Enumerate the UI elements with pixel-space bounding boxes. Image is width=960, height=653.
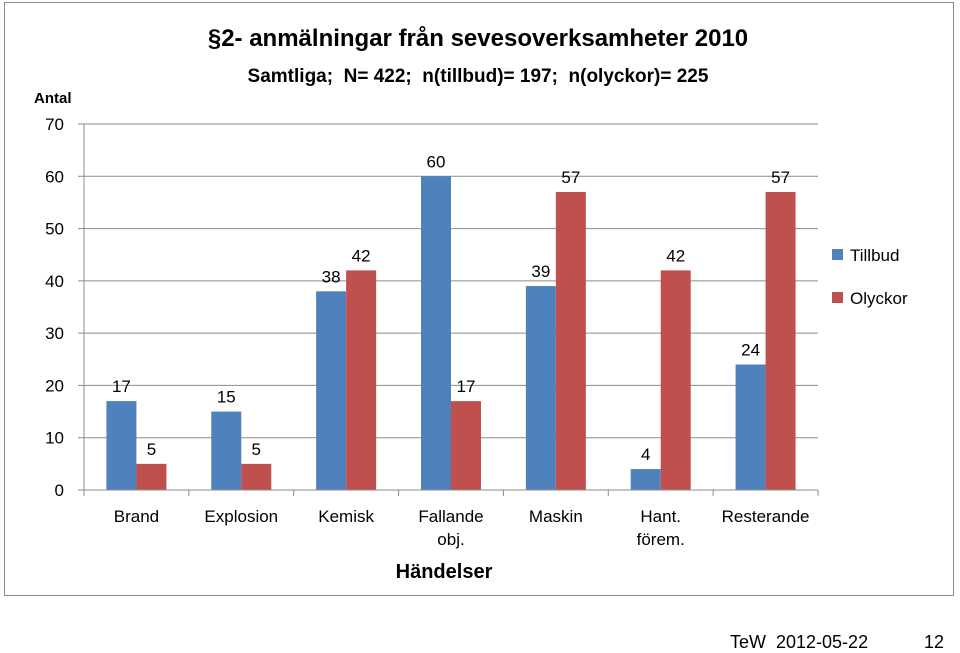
y-tick-label: 40 xyxy=(45,272,64,291)
y-tick-label: 60 xyxy=(45,167,64,186)
x-tick-label: Brand xyxy=(114,507,159,526)
data-label: 15 xyxy=(217,388,236,407)
x-tick-label: obj. xyxy=(437,530,464,549)
data-label: 24 xyxy=(741,341,760,360)
legend-label-olyckor: Olyckor xyxy=(850,289,908,308)
data-label: 39 xyxy=(531,262,550,281)
legend-swatch-tillbud xyxy=(832,249,843,260)
x-axis-title: Händelser xyxy=(396,561,493,583)
data-label: 42 xyxy=(666,246,685,265)
data-label: 4 xyxy=(641,445,650,464)
y-tick-label: 30 xyxy=(45,324,64,343)
bar-olyckor xyxy=(660,270,691,490)
y-tick-label: 10 xyxy=(45,429,64,448)
bar-tillbud xyxy=(106,401,137,490)
x-tick-label: förem. xyxy=(637,530,685,549)
bars: 17 15 38 60 39 4 24 5 5 42 17 57 42 57 xyxy=(106,152,796,491)
bar-tillbud xyxy=(211,411,242,490)
data-label: 57 xyxy=(771,168,790,187)
bar-olyckor xyxy=(765,191,796,490)
y-tick-label: 0 xyxy=(55,481,64,500)
footer-author-date: TeW 2012-05-22 xyxy=(730,632,869,652)
x-tick-label: Hant. xyxy=(640,507,681,526)
bar-tillbud xyxy=(630,469,661,490)
bar-tillbud xyxy=(316,291,347,490)
data-label: 17 xyxy=(112,377,131,396)
data-label: 5 xyxy=(252,440,261,459)
bar-chart: §2- anmälningar från sevesoverksamheter … xyxy=(34,25,908,583)
chart-frame xyxy=(4,2,954,596)
x-tick-label: Resterande xyxy=(722,507,810,526)
bar-tillbud xyxy=(525,286,556,490)
footer-page-number: 12 xyxy=(924,632,945,652)
y-tick-label: 50 xyxy=(45,220,64,239)
y-tick-label: 70 xyxy=(45,115,64,134)
data-label: 5 xyxy=(147,440,156,459)
chart-title: §2- anmälningar från sevesoverksamheter … xyxy=(208,25,748,52)
legend-swatch-olyckor xyxy=(832,292,843,303)
bar-olyckor xyxy=(346,270,377,490)
bar-olyckor xyxy=(451,401,481,490)
chart-subtitle: Samtliga; N= 422; n(tillbud)= 197; n(oly… xyxy=(248,66,709,87)
x-tick-label: Kemisk xyxy=(318,507,374,526)
bar-olyckor xyxy=(555,191,586,490)
legend: Tillbud Olyckor xyxy=(832,246,908,308)
data-label: 60 xyxy=(427,152,446,171)
data-label: 17 xyxy=(457,377,476,396)
x-tick-label: Fallande xyxy=(418,507,483,526)
x-tick-label: Explosion xyxy=(204,507,278,526)
y-axis-title: Antal xyxy=(34,90,72,107)
bar-olyckor xyxy=(241,463,272,490)
legend-label-tillbud: Tillbud xyxy=(850,246,899,265)
bar-tillbud xyxy=(421,176,451,491)
data-label: 57 xyxy=(561,168,580,187)
axes: 0 10 20 30 40 50 60 70 Brand Explosion Kemisk Falla… xyxy=(45,115,819,549)
bar-tillbud xyxy=(735,364,766,490)
y-tick-label: 20 xyxy=(45,376,64,395)
x-tick-label: Maskin xyxy=(529,507,583,526)
bar-olyckor xyxy=(136,463,167,490)
data-label: 38 xyxy=(322,267,341,286)
data-label: 42 xyxy=(352,246,371,265)
